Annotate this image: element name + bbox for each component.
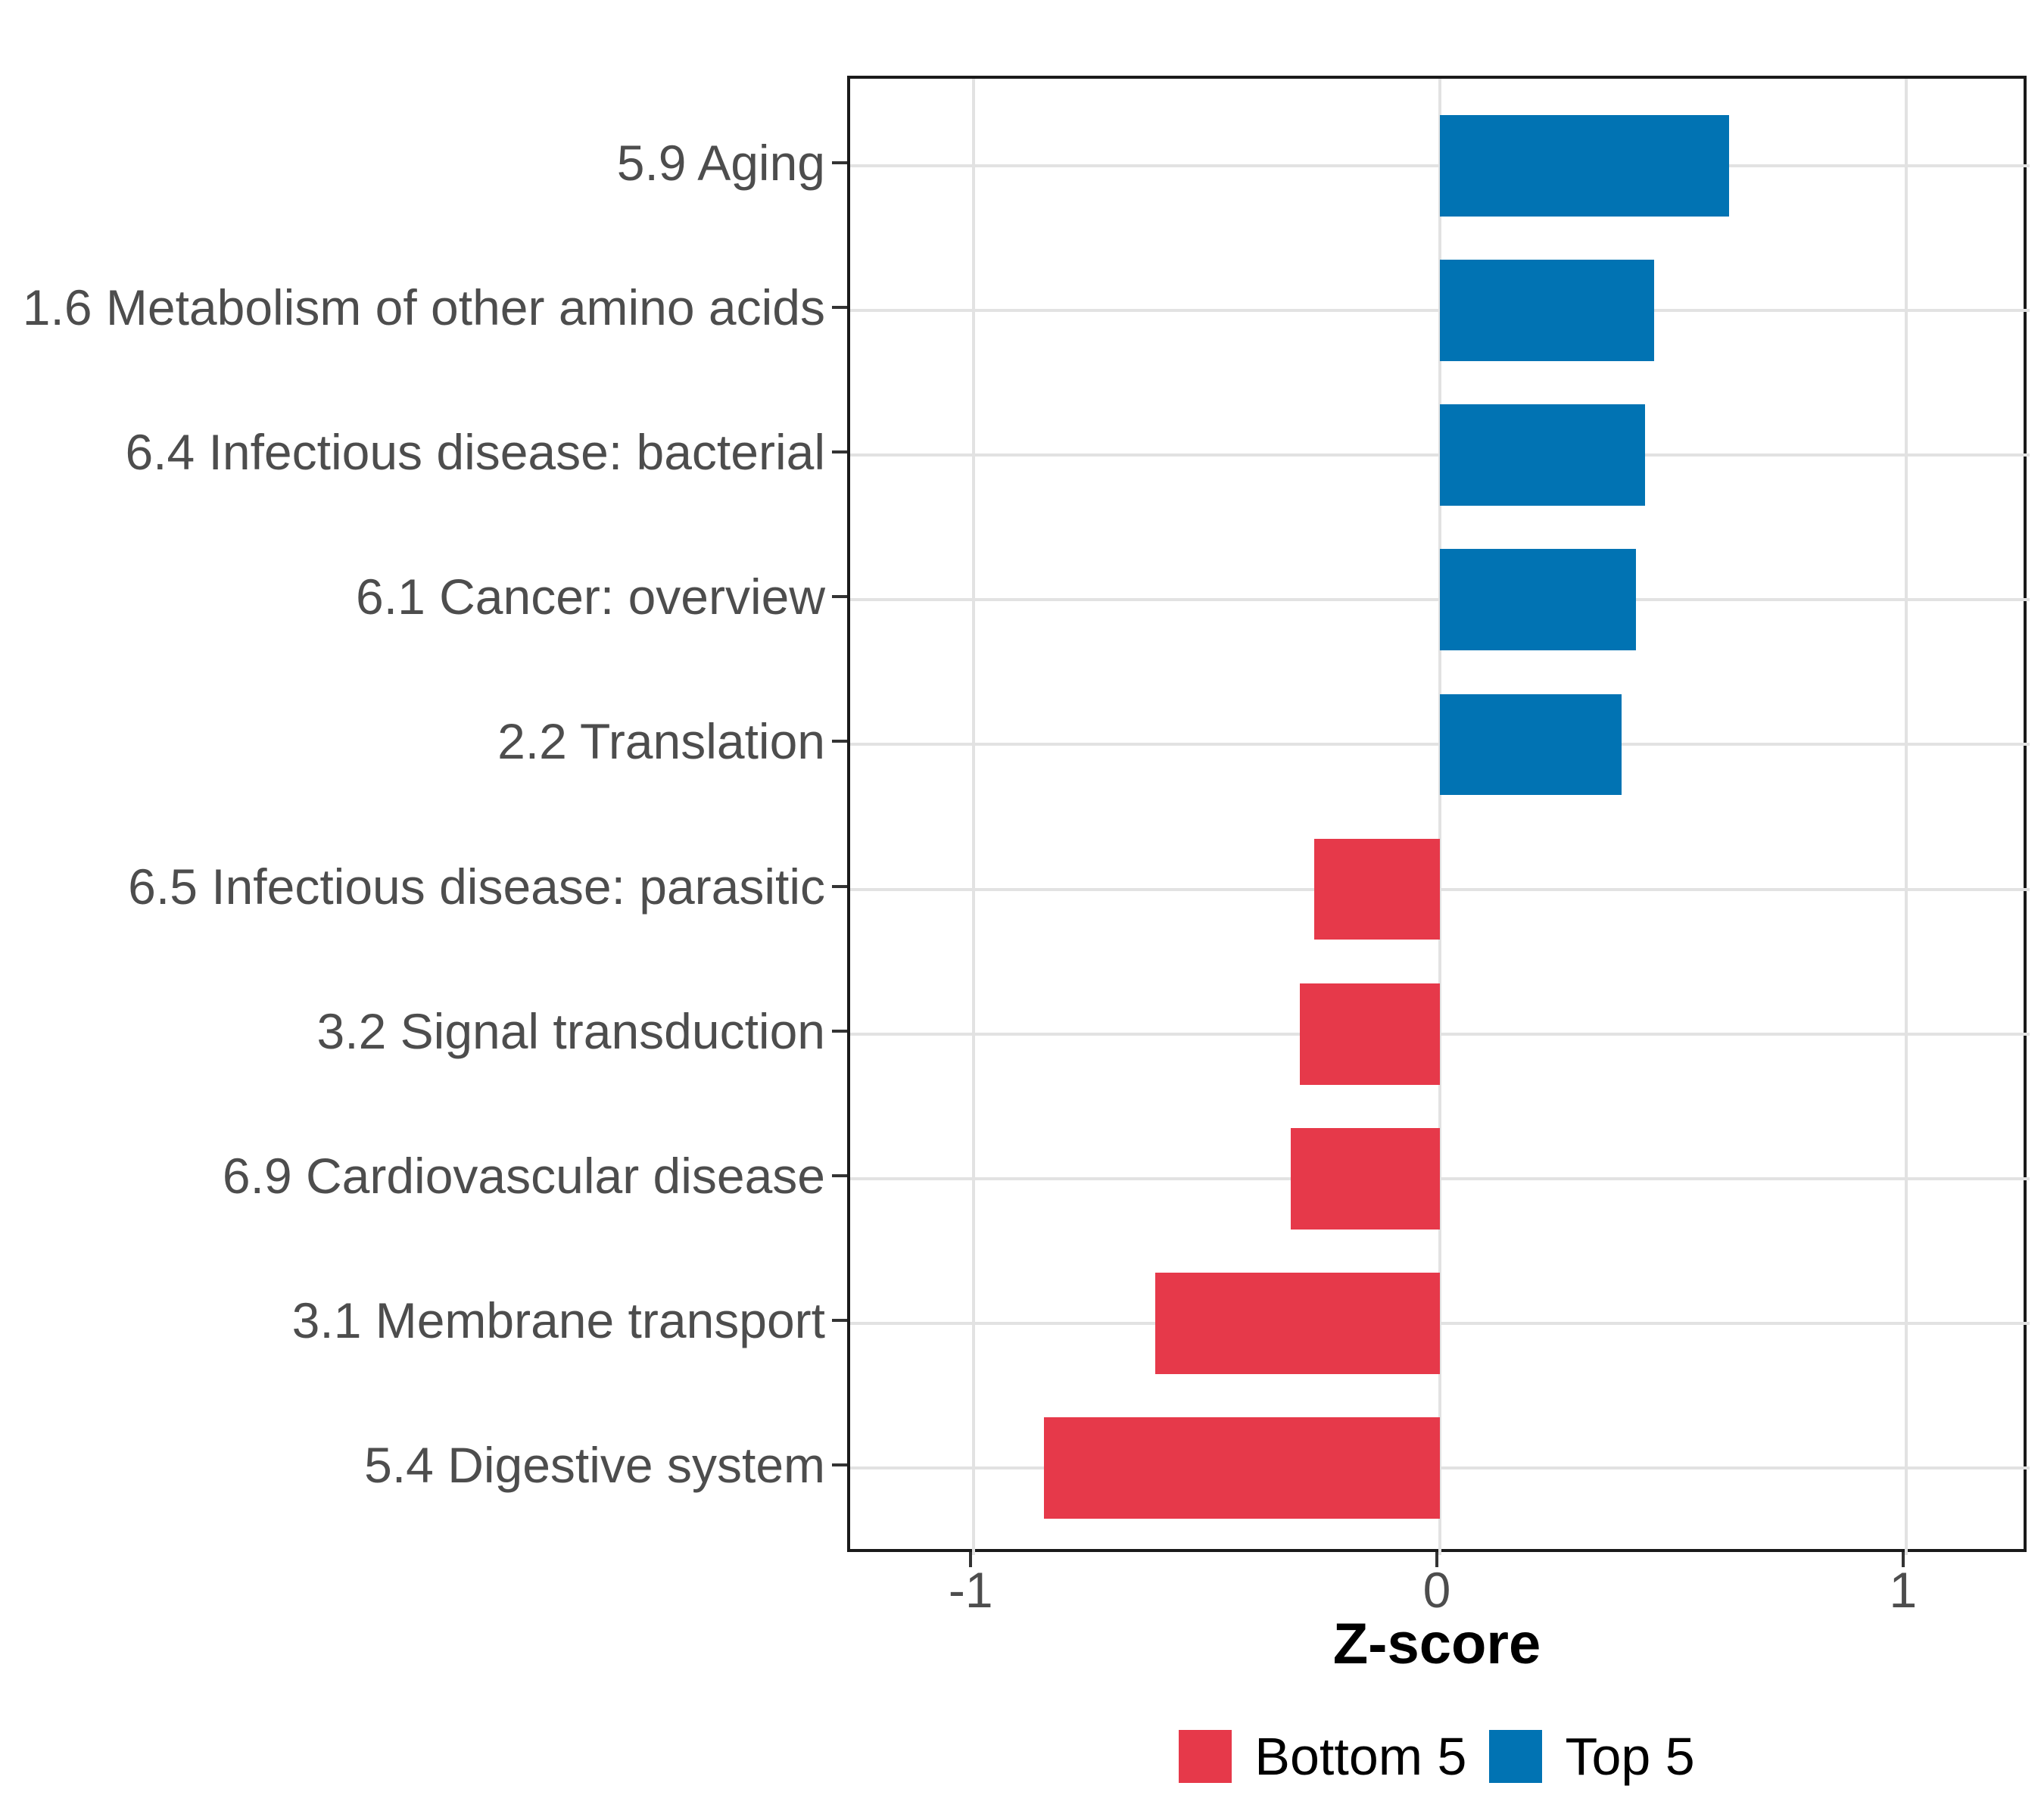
v-gridline: [1438, 79, 1441, 1555]
y-axis-label: 3.1 Membrane transport: [291, 1292, 825, 1349]
legend-label-top5: Top 5: [1565, 1727, 1695, 1786]
y-tick-mark: [832, 305, 847, 309]
y-axis-label: 2.2 Translation: [497, 713, 825, 770]
y-axis-label: 6.4 Infectious disease: bacterial: [125, 424, 825, 481]
v-gridline: [972, 79, 976, 1555]
y-axis-label: 3.2 Signal transduction: [316, 1002, 825, 1059]
bar-top5: [1440, 259, 1655, 361]
v-gridline: [1904, 79, 1908, 1555]
y-tick-mark: [832, 884, 847, 888]
y-axis-label: 5.4 Digestive system: [364, 1437, 825, 1494]
legend-label-bottom5: Bottom 5: [1254, 1727, 1467, 1786]
y-tick-mark: [832, 1463, 847, 1467]
y-axis-label: 5.9 Aging: [616, 134, 825, 191]
bar-bottom5: [1043, 1417, 1440, 1519]
x-tick-mark: [969, 1552, 973, 1567]
x-tick-mark: [1435, 1552, 1438, 1567]
legend-item-top5: Top 5: [1489, 1726, 1695, 1787]
y-tick-mark: [832, 450, 847, 454]
y-tick-mark: [832, 1029, 847, 1033]
y-tick-mark: [832, 1173, 847, 1177]
y-tick-mark: [832, 595, 847, 599]
y-axis-label: 6.1 Cancer: overview: [356, 569, 825, 625]
y-tick-mark: [832, 740, 847, 743]
legend-item-bottom5: Bottom 5: [1179, 1726, 1466, 1787]
bar-top5: [1440, 549, 1636, 651]
bar-bottom5: [1300, 983, 1440, 1085]
y-axis-label: 6.5 Infectious disease: parasitic: [128, 858, 825, 915]
x-tick-label: 0: [1422, 1562, 1451, 1618]
bar-bottom5: [1290, 1128, 1440, 1230]
legend-swatch-top5: [1489, 1730, 1543, 1783]
bar-top5: [1440, 693, 1622, 796]
x-axis-title: Z-score: [1332, 1612, 1541, 1676]
bar-top5: [1440, 114, 1729, 217]
bar-bottom5: [1155, 1273, 1440, 1375]
bar-bottom5: [1313, 838, 1440, 940]
y-tick-mark: [832, 1319, 847, 1323]
y-axis-label: 1.6 Metabolism of other amino acids: [22, 279, 825, 335]
x-tick-label: 1: [1889, 1562, 1918, 1618]
y-tick-mark: [832, 161, 847, 164]
x-tick-mark: [1901, 1552, 1905, 1567]
x-tick-label: -1: [948, 1562, 993, 1618]
plot-panel: [847, 76, 2030, 1555]
legend: Bottom 5 Top 5: [847, 1717, 2027, 1796]
bar-top5: [1440, 404, 1645, 506]
y-axis-label: 6.9 Cardiovascular disease: [222, 1147, 825, 1204]
legend-swatch-bottom5: [1179, 1730, 1232, 1783]
